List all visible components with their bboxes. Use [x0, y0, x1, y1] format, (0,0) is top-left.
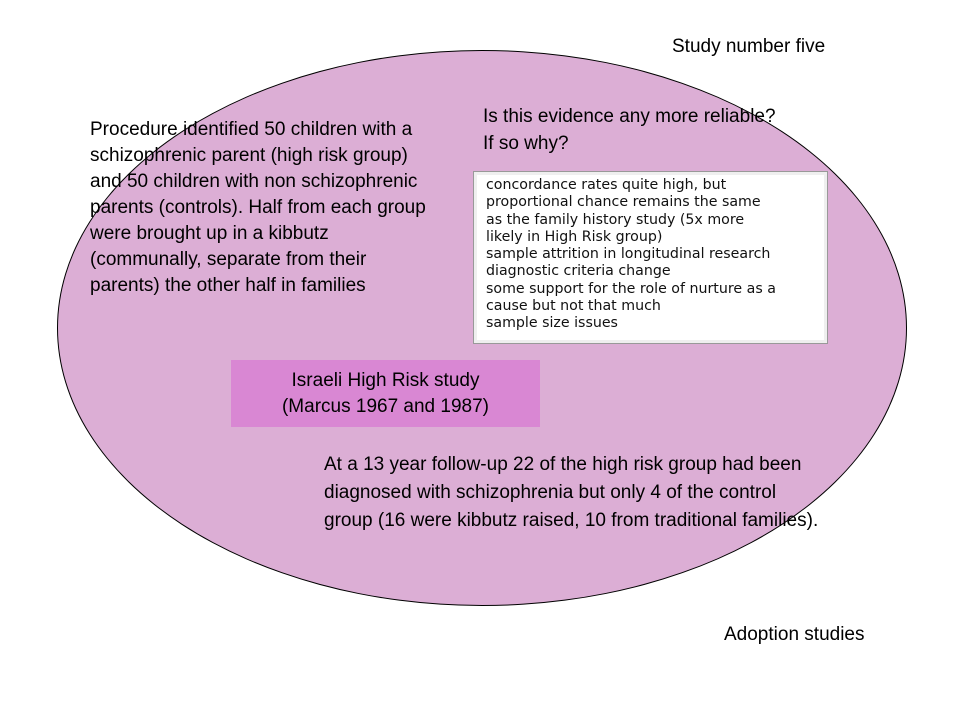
- notes-line: sample size issues: [486, 315, 618, 332]
- notes-line: sample attrition in longitudinal researc…: [486, 246, 771, 263]
- notes-list: concordance rates quite high, but propor…: [477, 175, 824, 333]
- followup-text: At a 13 year follow-up 22 of the high ri…: [324, 454, 819, 531]
- slide-title: Study number five: [672, 36, 826, 57]
- study-label-citation: (Marcus 1967 and 1987): [281, 396, 489, 417]
- notes-textbox[interactable]: concordance rates quite high, but propor…: [473, 171, 828, 344]
- notes-line: concordance rates quite high, but: [486, 177, 727, 193]
- notes-line: proportional chance remains the same: [486, 194, 761, 211]
- footer-label: Adoption studies: [724, 624, 865, 645]
- study-label: Israeli High Risk study (Marcus 1967 and…: [231, 360, 540, 427]
- notes-textbox-frame: concordance rates quite high, but propor…: [474, 172, 827, 343]
- notes-line: as the family history study (5x more: [486, 211, 745, 228]
- notes-line: cause but not that much: [486, 298, 661, 315]
- notes-line: some support for the role of nurture as …: [486, 280, 776, 297]
- notes-line: likely in High Risk group): [486, 228, 663, 245]
- question-text: Is this evidence any more reliable? If s…: [483, 106, 776, 154]
- study-label-line: Israeli High Risk study: [291, 370, 480, 391]
- notes-line: diagnostic criteria change: [486, 263, 671, 280]
- procedure-text: Procedure identified 50 children with a …: [90, 119, 426, 296]
